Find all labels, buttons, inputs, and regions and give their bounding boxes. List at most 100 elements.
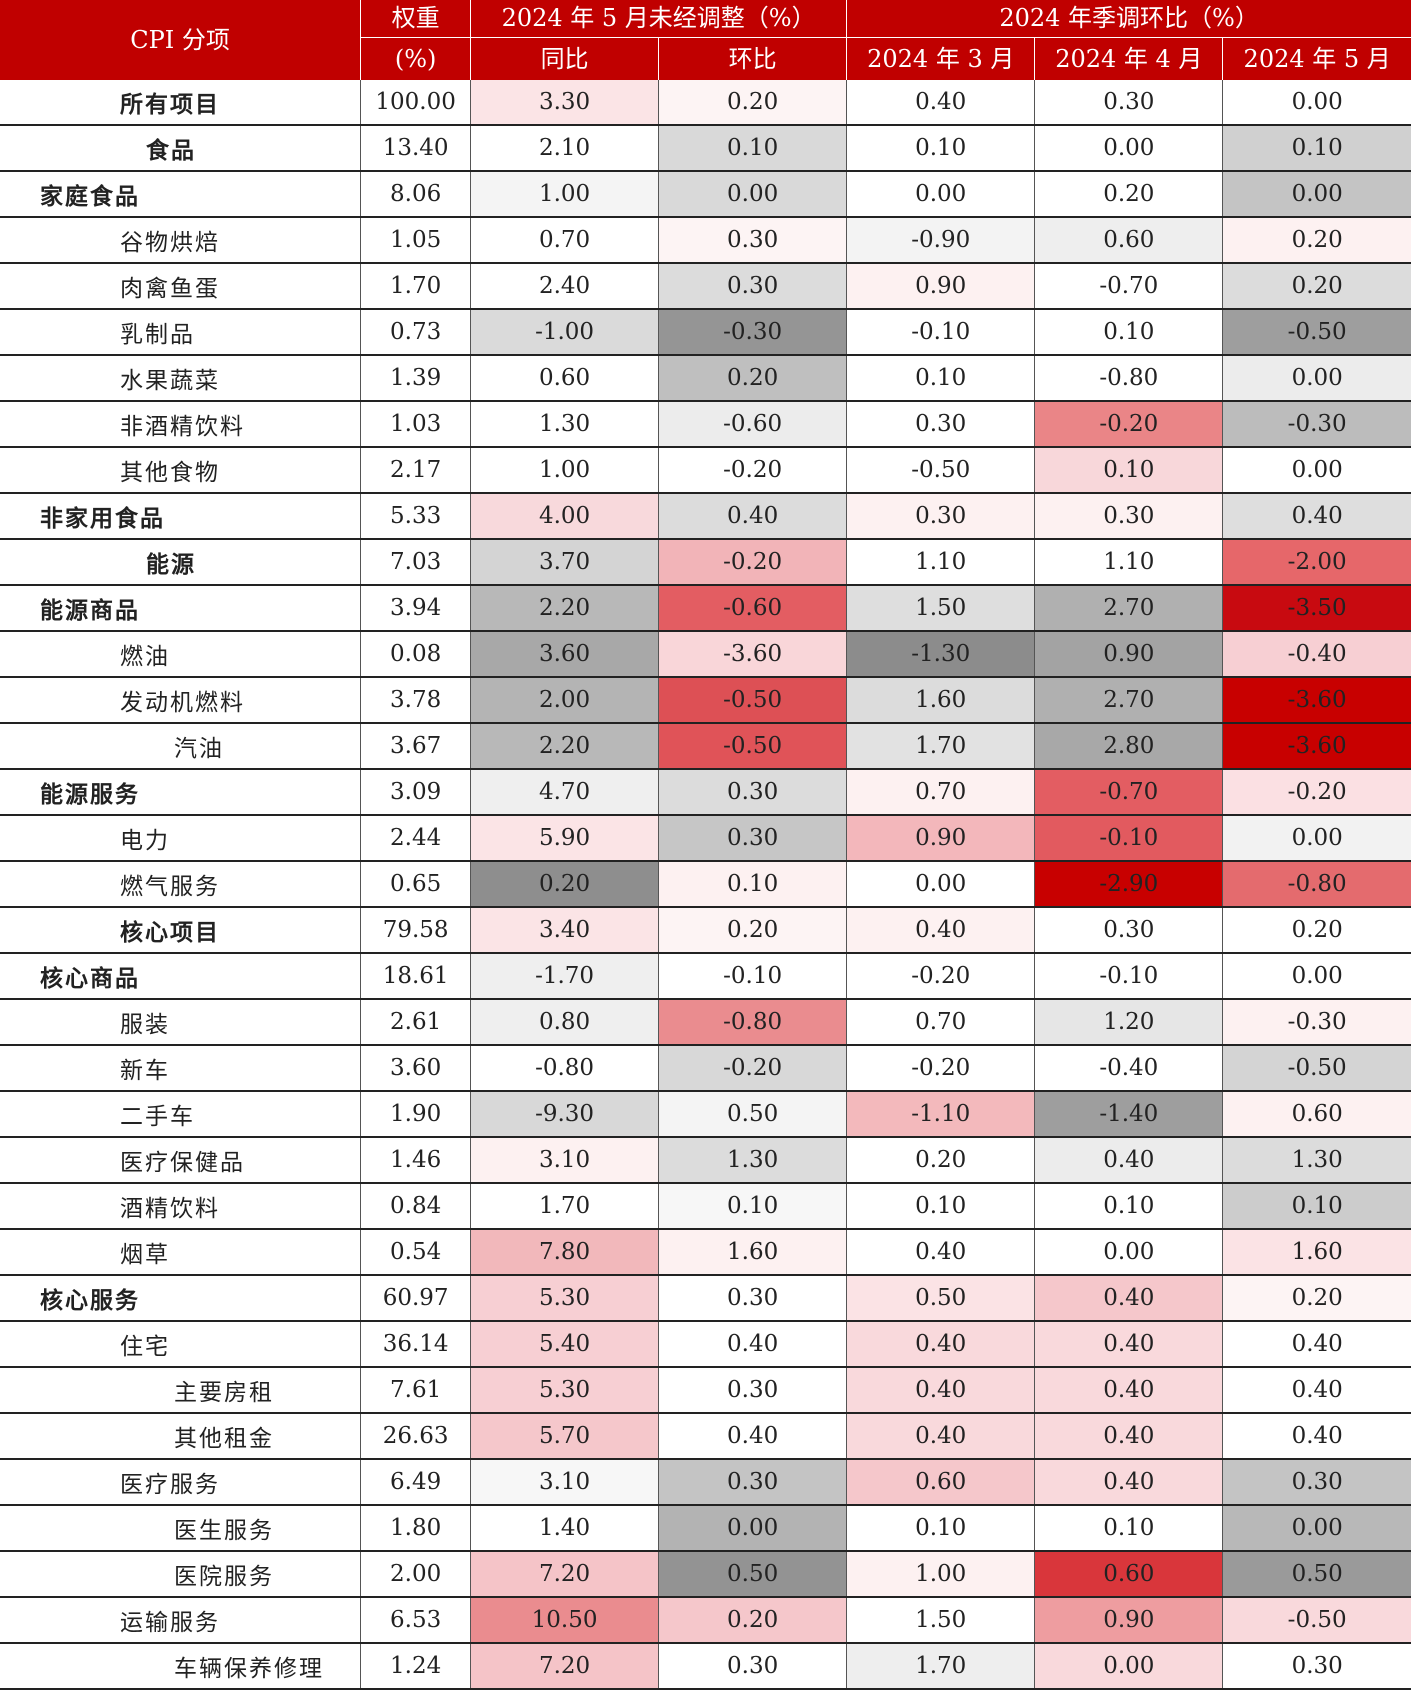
cell-mom: 0.50 [658,1091,848,1138]
cell-weight: 1.90 [360,1091,472,1138]
cell-mom: 0.00 [658,1505,848,1552]
header-weight: 权重 [360,0,472,38]
cpi-item-name: 烟草 [0,1229,362,1276]
cell-weight: 3.78 [360,677,472,724]
cell-weight: 2.61 [360,999,472,1046]
cell-mar: 0.90 [846,263,1036,310]
cell-mom: 0.30 [658,815,848,862]
cell-yoy: 1.00 [470,447,660,494]
cell-may: 0.00 [1222,953,1411,1000]
cell-may: 0.30 [1222,1643,1411,1690]
cell-mar: 0.40 [846,1367,1036,1414]
cell-apr: 0.40 [1034,1321,1224,1368]
cell-weight: 0.54 [360,1229,472,1276]
cell-may: 0.20 [1222,217,1411,264]
cell-yoy: 0.60 [470,355,660,402]
table-row: 烟草 0.54 7.80 1.60 0.40 0.00 1.60 [0,1229,1411,1276]
cell-may: 0.20 [1222,907,1411,954]
cpi-item-name: 医生服务 [0,1505,362,1552]
cpi-item-name: 燃气服务 [0,861,362,908]
cell-weight: 2.44 [360,815,472,862]
cell-mom: 0.10 [658,861,848,908]
cell-mom: -0.20 [658,1045,848,1092]
cell-yoy: 2.20 [470,585,660,632]
cell-mom: 1.30 [658,1137,848,1184]
cell-mar: 0.90 [846,815,1036,862]
cpi-item-name: 酒精饮料 [0,1183,362,1230]
cell-yoy: 3.40 [470,907,660,954]
table-row: 能源商品 3.94 2.20 -0.60 1.50 2.70 -3.50 [0,585,1411,632]
header-apr: 2024 年 4 月 [1034,37,1224,80]
cell-mom: -0.10 [658,953,848,1000]
cell-weight: 6.53 [360,1597,472,1644]
table-row: 核心商品 18.61 -1.70 -0.10 -0.20 -0.10 0.00 [0,953,1411,1000]
table-row: 非家用食品 5.33 4.00 0.40 0.30 0.30 0.40 [0,493,1411,540]
cell-apr: 0.10 [1034,447,1224,494]
table-body: 所有项目 100.00 3.30 0.20 0.40 0.30 0.00 食品 13.40 2.1… [0,80,1411,1690]
cell-apr: 0.30 [1034,80,1224,126]
header-cpi-item: CPI 分项 [0,0,362,80]
cell-yoy: 1.40 [470,1505,660,1552]
cell-apr: 0.10 [1034,309,1224,356]
cell-mar: 0.40 [846,1229,1036,1276]
cell-yoy: 1.70 [470,1183,660,1230]
cell-mom: -0.20 [658,539,848,586]
cell-mar: -0.10 [846,309,1036,356]
cell-yoy: 5.70 [470,1413,660,1460]
cell-apr: 2.80 [1034,723,1224,770]
header-yoy: 同比 [470,37,660,80]
cell-yoy: 3.70 [470,539,660,586]
cell-yoy: 3.60 [470,631,660,678]
table-row: 核心项目 79.58 3.40 0.20 0.40 0.30 0.20 [0,907,1411,954]
header-mar: 2024 年 3 月 [846,37,1036,80]
cell-mom: 0.30 [658,1643,848,1690]
cell-yoy: 1.00 [470,171,660,218]
cell-may: 0.40 [1222,1367,1411,1414]
cell-yoy: 2.20 [470,723,660,770]
cpi-item-name: 运输服务 [0,1597,362,1644]
table-row: 能源服务 3.09 4.70 0.30 0.70 -0.70 -0.20 [0,769,1411,816]
cell-may: -0.20 [1222,769,1411,816]
table-row: 服装 2.61 0.80 -0.80 0.70 1.20 -0.30 [0,999,1411,1046]
cell-weight: 26.63 [360,1413,472,1460]
table-row: 能源 7.03 3.70 -0.20 1.10 1.10 -2.00 [0,539,1411,586]
cell-weight: 0.65 [360,861,472,908]
cell-weight: 7.03 [360,539,472,586]
cell-yoy: -1.70 [470,953,660,1000]
cell-weight: 3.67 [360,723,472,770]
cell-mar: 0.00 [846,171,1036,218]
cell-mom: -3.60 [658,631,848,678]
header-mom: 环比 [658,37,848,80]
table-row: 运输服务 6.53 10.50 0.20 1.50 0.90 -0.50 [0,1597,1411,1644]
cell-mar: 0.30 [846,401,1036,448]
cpi-item-name: 能源服务 [0,769,362,816]
cell-weight: 1.39 [360,355,472,402]
cell-mar: 1.10 [846,539,1036,586]
table-row: 二手车 1.90 -9.30 0.50 -1.10 -1.40 0.60 [0,1091,1411,1138]
cpi-item-name: 家庭食品 [0,171,362,218]
cell-weight: 1.03 [360,401,472,448]
cell-yoy: 2.00 [470,677,660,724]
cell-apr: -1.40 [1034,1091,1224,1138]
cell-weight: 3.94 [360,585,472,632]
cell-apr: 0.10 [1034,1505,1224,1552]
cell-mar: 1.60 [846,677,1036,724]
cell-weight: 36.14 [360,1321,472,1368]
cell-apr: 0.10 [1034,1183,1224,1230]
cpi-item-name: 新车 [0,1045,362,1092]
table-row: 医疗服务 6.49 3.10 0.30 0.60 0.40 0.30 [0,1459,1411,1506]
cell-mar: 1.50 [846,1597,1036,1644]
cell-weight: 3.60 [360,1045,472,1092]
cell-apr: 2.70 [1034,677,1224,724]
cell-may: 0.10 [1222,1183,1411,1230]
cell-may: 0.00 [1222,815,1411,862]
cell-yoy: 3.30 [470,80,660,126]
cell-weight: 18.61 [360,953,472,1000]
table-row: 新车 3.60 -0.80 -0.20 -0.20 -0.40 -0.50 [0,1045,1411,1092]
cell-weight: 5.33 [360,493,472,540]
cell-mar: 0.40 [846,907,1036,954]
cpi-item-name: 医疗保健品 [0,1137,362,1184]
cell-apr: 0.60 [1034,217,1224,264]
cell-weight: 0.84 [360,1183,472,1230]
cell-mar: 0.40 [846,80,1036,126]
